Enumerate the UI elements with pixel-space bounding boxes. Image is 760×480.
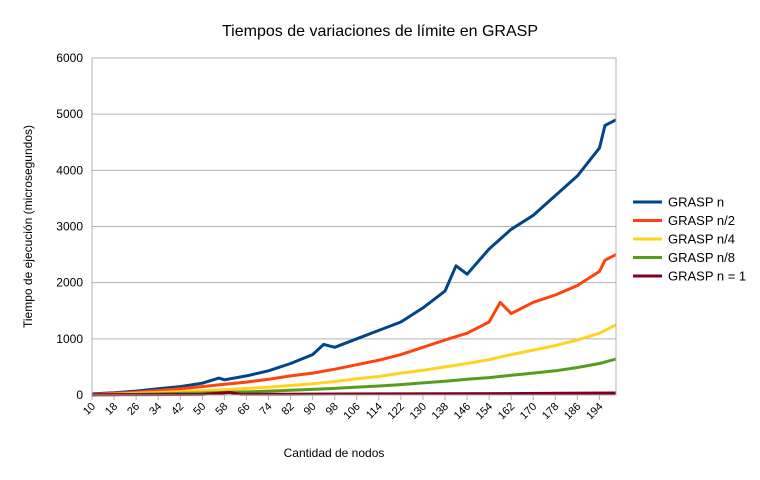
x-tick-label: 74 bbox=[257, 401, 274, 418]
x-tick-label: 122 bbox=[386, 401, 407, 422]
x-tick-label: 138 bbox=[430, 401, 451, 422]
x-tick-label: 34 bbox=[147, 401, 164, 418]
x-tick-label: 178 bbox=[540, 401, 561, 422]
series-line-1 bbox=[91, 253, 617, 396]
x-tick-label: 130 bbox=[408, 401, 429, 422]
x-tick-label: 26 bbox=[125, 401, 142, 418]
x-tick-label: 58 bbox=[213, 401, 230, 418]
legend-label: GRASP n/4 bbox=[668, 232, 735, 247]
legend-label: GRASP n/2 bbox=[668, 213, 735, 228]
x-tick-label: 106 bbox=[341, 401, 362, 422]
y-tick-label: 1000 bbox=[56, 332, 83, 346]
chart-title: Tiempos de variaciones de límite en GRAS… bbox=[222, 23, 538, 40]
series-line-4 bbox=[91, 391, 617, 397]
x-tick-label: 42 bbox=[169, 401, 186, 418]
series-line-0 bbox=[91, 118, 617, 396]
y-tick-label: 5000 bbox=[56, 107, 83, 121]
legend: GRASP n GRASP n/2 GRASP n/4 GRASP n/8 GRASP … bbox=[633, 195, 746, 284]
legend-label: GRASP n = 1 bbox=[668, 269, 746, 284]
y-tick-label: 4000 bbox=[56, 163, 83, 177]
x-tick-label: 50 bbox=[191, 401, 208, 418]
x-tick-label: 146 bbox=[452, 401, 473, 422]
x-axis-label: Cantidad de nodos bbox=[284, 446, 385, 460]
x-tick-label: 186 bbox=[562, 401, 583, 422]
x-tick-label: 82 bbox=[280, 401, 297, 418]
series-line-2 bbox=[91, 323, 617, 397]
series-lines bbox=[91, 118, 617, 397]
x-tick-label: 90 bbox=[302, 401, 319, 418]
x-tick-label: 66 bbox=[235, 401, 252, 418]
y-tick-label: 2000 bbox=[56, 276, 83, 290]
plot-frame bbox=[91, 57, 617, 396]
x-tick-label: 162 bbox=[496, 401, 517, 422]
grid bbox=[92, 57, 616, 396]
y-tick-label: 3000 bbox=[56, 220, 83, 234]
x-tick-label: 114 bbox=[364, 401, 385, 422]
x-tick-label: 154 bbox=[474, 401, 495, 422]
y-tick-label: 6000 bbox=[56, 51, 83, 65]
legend-label: GRASP n bbox=[668, 195, 724, 210]
x-axis-ticks: 10 18 26 34 42 50 58 66 74 82 90 98 106 114 122 130 138 1… bbox=[81, 395, 606, 422]
x-tick-label: 194 bbox=[584, 401, 605, 422]
y-tick-label: 0 bbox=[76, 388, 83, 402]
x-tick-label: 18 bbox=[103, 401, 120, 418]
legend-label: GRASP n/8 bbox=[668, 250, 735, 265]
x-tick-label: 170 bbox=[518, 401, 539, 422]
y-axis-ticks: 0 1000 2000 3000 4000 5000 6000 bbox=[56, 51, 83, 402]
x-tick-label: 10 bbox=[81, 401, 98, 418]
y-axis-label: Tiempo de ejecución (microsegundos) bbox=[21, 125, 35, 328]
x-tick-label: 98 bbox=[324, 401, 341, 418]
